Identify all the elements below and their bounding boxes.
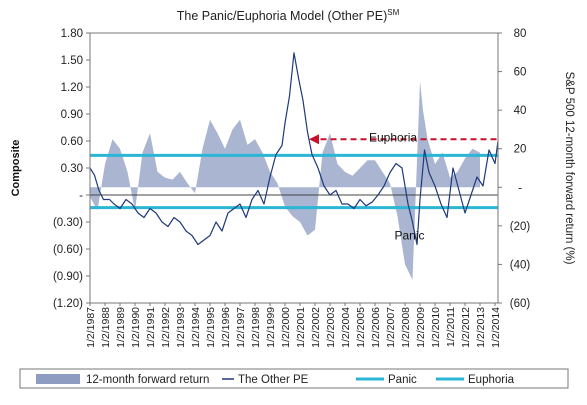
x-tick-label: 1/2/2004 bbox=[340, 307, 352, 348]
x-tick-label: 1/2/2012 bbox=[460, 307, 472, 348]
y-tick-label: 1.80 bbox=[61, 28, 83, 40]
y2-axis-label: S&P 500 12-month forward return (%) bbox=[563, 72, 575, 265]
x-tick-label: 1/2/1999 bbox=[265, 307, 277, 348]
x-tick-label: 1/2/2000 bbox=[280, 307, 292, 348]
legend-label: The Other PE bbox=[238, 374, 309, 386]
y2-tick-label: 40 bbox=[514, 105, 527, 117]
legend-label: Panic bbox=[388, 374, 417, 386]
y-tick-label: 0.90 bbox=[61, 109, 83, 121]
x-tick-label: 1/2/1987 bbox=[85, 307, 97, 348]
y2-tick-label: (20) bbox=[510, 221, 531, 233]
x-tick-label: 1/2/2006 bbox=[370, 307, 382, 348]
x-axis-ticks: 1/2/1987 1/2/1988 1/2/1989 1/2/1990 1/2/1991… bbox=[85, 303, 502, 348]
x-tick-label: 1/2/1997 bbox=[235, 307, 247, 348]
x-tick-label: 1/2/1995 bbox=[205, 307, 217, 348]
x-tick-label: 1/2/2001 bbox=[295, 307, 307, 348]
y-tick-label: - bbox=[79, 190, 83, 202]
x-tick-label: 1/2/2007 bbox=[385, 307, 397, 348]
x-tick-label: 1/2/2011 bbox=[445, 307, 457, 347]
y-tick-label: (0.60) bbox=[53, 244, 83, 256]
y2-tick-label: 80 bbox=[514, 28, 527, 40]
y2-tick-label: (40) bbox=[510, 259, 531, 271]
legend-label: Euphoria bbox=[468, 374, 515, 386]
series-layer bbox=[89, 52, 499, 280]
x-tick-label: 1/2/2005 bbox=[355, 307, 367, 348]
legend-label: 12-month forward return bbox=[86, 374, 209, 386]
annotation-layer: Euphoria Panic bbox=[309, 130, 497, 243]
x-tick-label: 1/2/2003 bbox=[325, 307, 337, 348]
y-tick-label: 1.20 bbox=[61, 82, 83, 94]
y-tick-label: (0.30) bbox=[53, 217, 83, 229]
x-tick-label: 1/2/1996 bbox=[220, 307, 232, 348]
y-tick-label: (1.20) bbox=[53, 298, 83, 310]
x-tick-label: 1/2/1993 bbox=[175, 307, 187, 348]
y-axis-label: Composite bbox=[10, 140, 22, 197]
y-tick-label: 1.50 bbox=[61, 55, 83, 67]
annotation-euphoria: Euphoria bbox=[369, 130, 417, 144]
series-other-pe-line bbox=[89, 52, 499, 246]
x-tick-label: 1/2/1994 bbox=[190, 307, 202, 348]
y2-tick-label: 60 bbox=[514, 67, 527, 79]
left-axis-ticks: 1.80 1.50 1.20 0.90 0.60 0.30 - (0.30) (0.60) (0.… bbox=[53, 28, 90, 310]
annotation-panic: Panic bbox=[395, 229, 425, 243]
x-tick-label: 1/2/1990 bbox=[130, 307, 142, 348]
x-tick-label: 1/2/2008 bbox=[400, 307, 412, 348]
x-tick-label: 1/2/2002 bbox=[310, 307, 322, 348]
chart-title: The Panic/Euphoria Model (Other PE)SM bbox=[177, 8, 400, 23]
x-tick-label: 1/2/1991 bbox=[145, 307, 157, 348]
y2-tick-label: - bbox=[518, 182, 522, 194]
x-tick-label: 1/2/2009 bbox=[415, 307, 427, 348]
euphoria-arrow-head bbox=[309, 134, 319, 145]
x-tick-label: 1/2/2014 bbox=[490, 307, 502, 348]
x-tick-label: 1/2/1992 bbox=[160, 307, 172, 348]
y-tick-label: 0.60 bbox=[61, 136, 83, 148]
legend: 12-month forward return The Other PE Panic… bbox=[19, 368, 569, 389]
legend-swatch-forward-return bbox=[36, 374, 80, 384]
y2-tick-label: 20 bbox=[514, 144, 527, 156]
x-tick-label: 1/2/1989 bbox=[115, 307, 127, 348]
y2-tick-label: (60) bbox=[510, 298, 531, 310]
x-tick-label: 1/2/1988 bbox=[100, 307, 112, 348]
legend-box bbox=[19, 368, 569, 389]
x-tick-label: 1/2/2010 bbox=[430, 307, 442, 348]
x-tick-label: 1/2/1998 bbox=[250, 307, 262, 348]
right-axis-ticks: 80 60 40 20 - (20) (40) (60) bbox=[498, 28, 530, 310]
y-tick-label: 0.30 bbox=[61, 163, 83, 175]
x-tick-label: 1/2/2013 bbox=[475, 307, 487, 348]
y-tick-label: (0.90) bbox=[53, 271, 83, 283]
series-forward-return-area bbox=[90, 81, 480, 280]
